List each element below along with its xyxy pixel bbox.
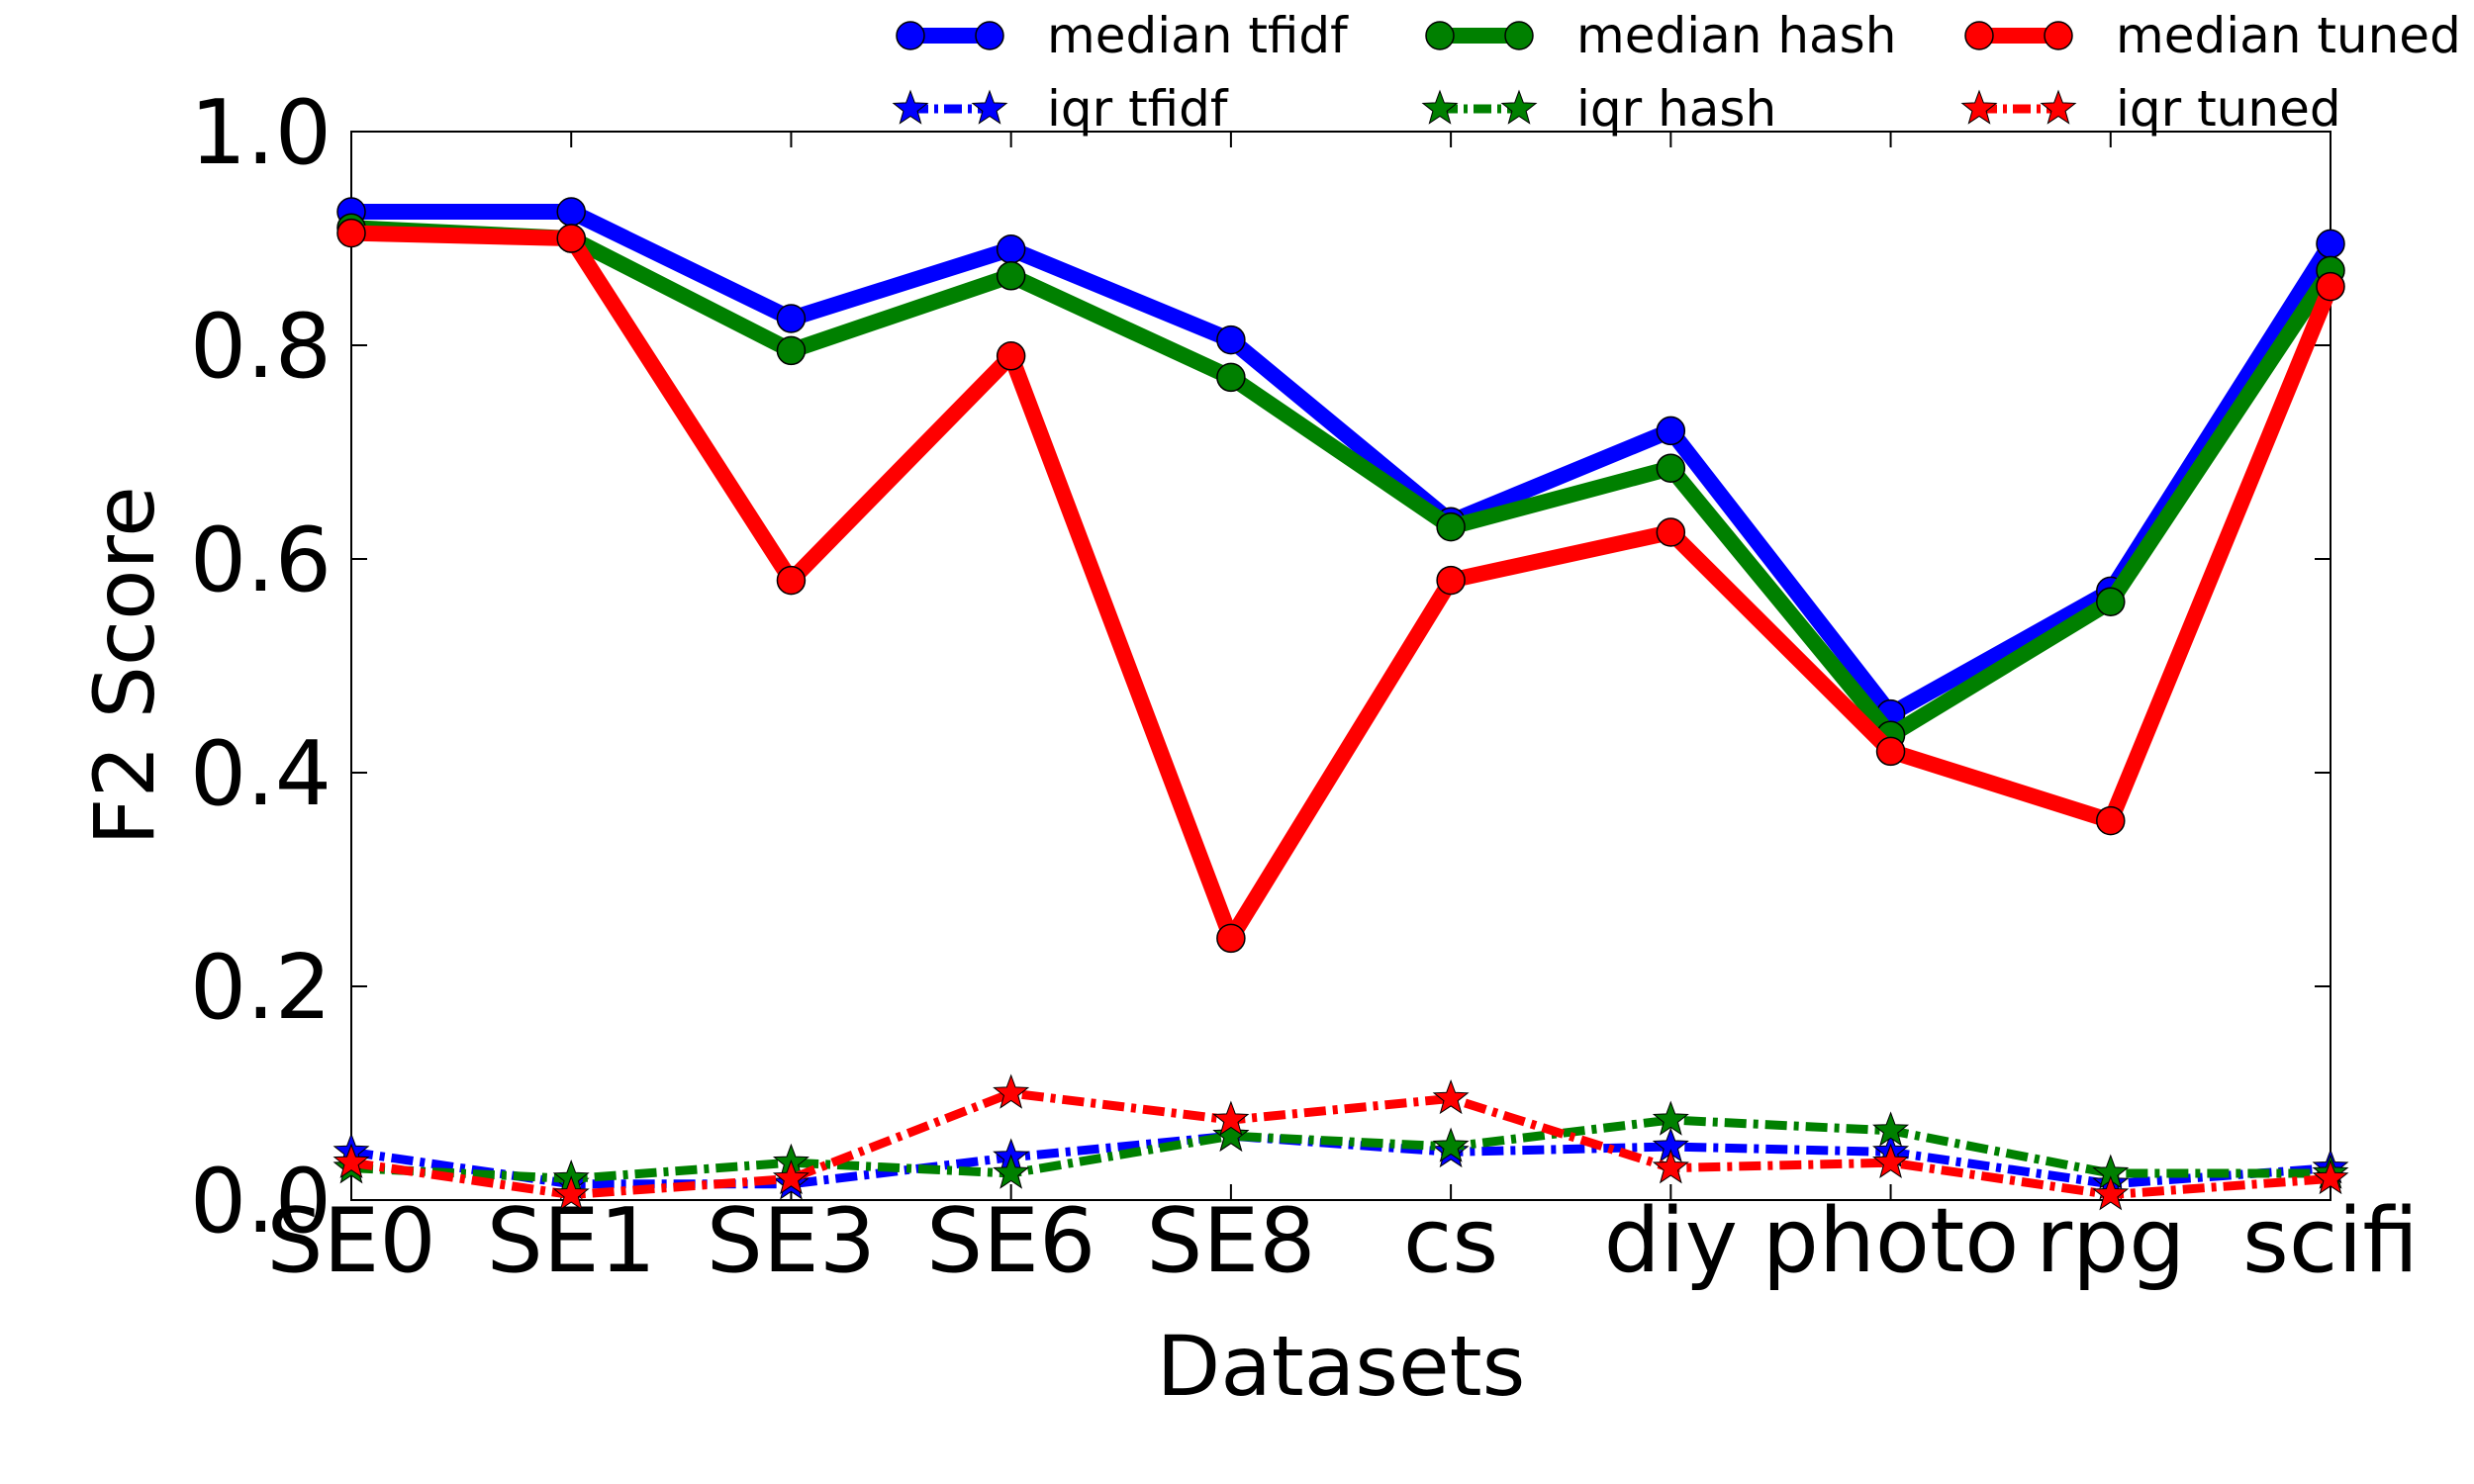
x-tick-label: rpg <box>2036 1189 2185 1293</box>
data-point <box>1432 1127 1470 1162</box>
data-point <box>1432 1078 1470 1115</box>
data-point <box>336 218 366 248</box>
x-axis-title: Datasets <box>1157 1318 1526 1415</box>
data-point <box>2096 587 2126 616</box>
data-point <box>1875 736 1906 767</box>
data-point <box>1216 325 1246 355</box>
legend-label: iqr tfidf <box>1047 80 1229 138</box>
legend-item: iqr tfidf <box>892 80 1229 138</box>
series-line <box>350 1088 2331 1200</box>
legend-item: median tfidf <box>896 7 1349 64</box>
data-point <box>996 341 1026 371</box>
plot-area-frame <box>350 131 2331 1201</box>
data-point <box>993 1073 1030 1109</box>
data-point <box>1216 923 1246 954</box>
legend-label: iqr hash <box>1576 80 1776 138</box>
data-point <box>1872 1143 1910 1178</box>
y-tick-label: 0.4 <box>190 722 332 826</box>
data-point <box>333 1143 370 1178</box>
y-tick-label: 0.0 <box>190 1150 332 1253</box>
legend-label: median tuned <box>2116 7 2461 64</box>
data-point <box>1656 453 1686 483</box>
data-point <box>556 197 586 227</box>
data-point <box>1656 416 1686 446</box>
legend-marker <box>1504 21 1534 50</box>
data-point <box>552 1175 590 1211</box>
data-point <box>556 224 586 253</box>
legend-marker <box>2044 21 2073 50</box>
data-point <box>1652 1149 1689 1184</box>
series-layer <box>333 197 2349 1211</box>
data-point <box>1212 1116 1250 1152</box>
legend-item: iqr tuned <box>1960 80 2341 138</box>
legend-marker <box>1964 21 1994 50</box>
x-tick-label: SE3 <box>707 1189 876 1293</box>
series-line <box>351 204 2337 722</box>
y-tick-label: 0.6 <box>190 509 332 612</box>
data-point <box>993 1154 1030 1189</box>
series-line <box>350 220 2337 744</box>
legend-marker <box>1960 89 1998 125</box>
y-tick-label: 1.0 <box>190 81 332 185</box>
series-line <box>350 1115 2331 1183</box>
x-tick-label: SE8 <box>1146 1189 1315 1293</box>
data-point <box>776 304 807 333</box>
data-point <box>1216 362 1246 393</box>
legend-marker <box>1421 89 1459 125</box>
data-point <box>1652 1100 1689 1136</box>
data-point <box>1656 517 1686 547</box>
x-axis: SE0 SE1 SE3 SE6 SE8 cs diy photo rpg scifi <box>266 132 2419 1293</box>
data-point <box>776 565 807 596</box>
x-tick-label: SE0 <box>266 1189 435 1293</box>
data-point <box>1872 1111 1910 1147</box>
legend: median tfidf median hash median tuned iqr t… <box>892 7 2461 138</box>
legend-item: median tuned <box>1964 7 2461 64</box>
y-tick-label: 0.2 <box>190 936 332 1040</box>
data-point <box>2092 1175 2130 1211</box>
legend-label: median hash <box>1576 7 1896 64</box>
data-point <box>1436 511 1466 542</box>
data-point <box>776 335 807 366</box>
x-tick-label: diy <box>1604 1189 1738 1293</box>
y-tick-label: 0.8 <box>190 295 332 399</box>
legend-marker <box>896 21 925 50</box>
legend-item: median hash <box>1425 7 1896 64</box>
legend-marker <box>892 89 929 125</box>
data-point <box>2316 229 2345 259</box>
data-point <box>1436 565 1466 596</box>
legend-marker <box>971 89 1008 125</box>
legend-marker <box>1425 21 1455 50</box>
x-tick-label: SE6 <box>926 1189 1095 1293</box>
legend-label: iqr tuned <box>2116 80 2341 138</box>
data-point <box>2312 1159 2349 1195</box>
data-point <box>996 261 1026 291</box>
legend-item: iqr hash <box>1421 80 1776 138</box>
legend-marker <box>2040 89 2077 125</box>
data-point <box>772 1159 809 1195</box>
data-point <box>996 234 1026 264</box>
y-axis-title: F2 Score <box>76 486 173 846</box>
x-tick-label: photo <box>1762 1189 2020 1293</box>
legend-marker <box>975 21 1004 50</box>
x-tick-label: scifi <box>2242 1189 2419 1293</box>
data-point <box>2096 805 2126 836</box>
series-iqr-tuned <box>333 1073 2349 1211</box>
legend-marker <box>1500 89 1538 125</box>
x-tick-label: cs <box>1403 1189 1498 1293</box>
x-tick-label: SE1 <box>487 1189 656 1293</box>
series-line <box>350 225 2338 947</box>
legend-label: median tfidf <box>1047 7 1349 64</box>
data-point <box>1212 1100 1250 1136</box>
data-point <box>2316 271 2345 302</box>
series-median-tuned <box>336 218 2345 954</box>
y-axis: 0.0 0.2 0.4 0.6 0.8 1.0 <box>190 81 2331 1253</box>
